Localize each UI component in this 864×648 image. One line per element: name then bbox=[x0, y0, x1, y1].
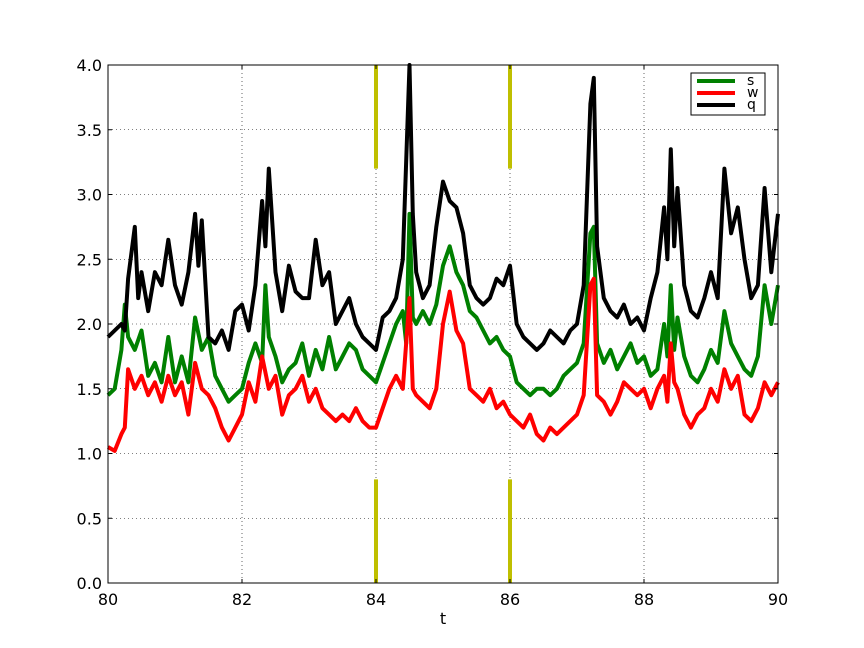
y-tick-label: 2.5 bbox=[77, 250, 102, 269]
y-tick-labels: 0.0 0.5 1.0 1.5 2.0 2.5 3.0 3.5 4.0 bbox=[77, 56, 102, 593]
x-tick-label: 86 bbox=[500, 590, 520, 609]
series-line-s bbox=[106, 211, 780, 404]
y-tick-label: 0.5 bbox=[77, 509, 102, 528]
legend-label-q: q bbox=[747, 97, 756, 113]
axis-ticks bbox=[107, 64, 779, 584]
series-line-q bbox=[106, 63, 780, 352]
y-tick-label: 1.5 bbox=[77, 380, 102, 399]
y-tick-label: 0.0 bbox=[77, 574, 102, 593]
y-tick-label: 3.5 bbox=[77, 121, 102, 140]
legend: swq bbox=[690, 72, 766, 116]
y-tick-label: 1.0 bbox=[77, 445, 102, 464]
x-tick-label: 82 bbox=[232, 590, 252, 609]
series-lines bbox=[106, 63, 780, 453]
x-tick-label: 80 bbox=[98, 590, 118, 609]
y-tick-label: 3.0 bbox=[77, 186, 102, 205]
legend-label-w: w bbox=[747, 85, 758, 101]
series-line-w bbox=[106, 276, 780, 453]
vertical-markers bbox=[374, 65, 512, 583]
legend-label-s: s bbox=[747, 73, 754, 89]
x-axis-label: t bbox=[440, 609, 446, 628]
y-tick-label: 2.0 bbox=[77, 315, 102, 334]
x-tick-labels: 80 82 84 86 88 90 bbox=[98, 590, 788, 609]
x-tick-label: 84 bbox=[366, 590, 386, 609]
x-tick-label: 88 bbox=[634, 590, 654, 609]
y-tick-label: 4.0 bbox=[77, 56, 102, 75]
x-tick-label: 90 bbox=[768, 590, 788, 609]
